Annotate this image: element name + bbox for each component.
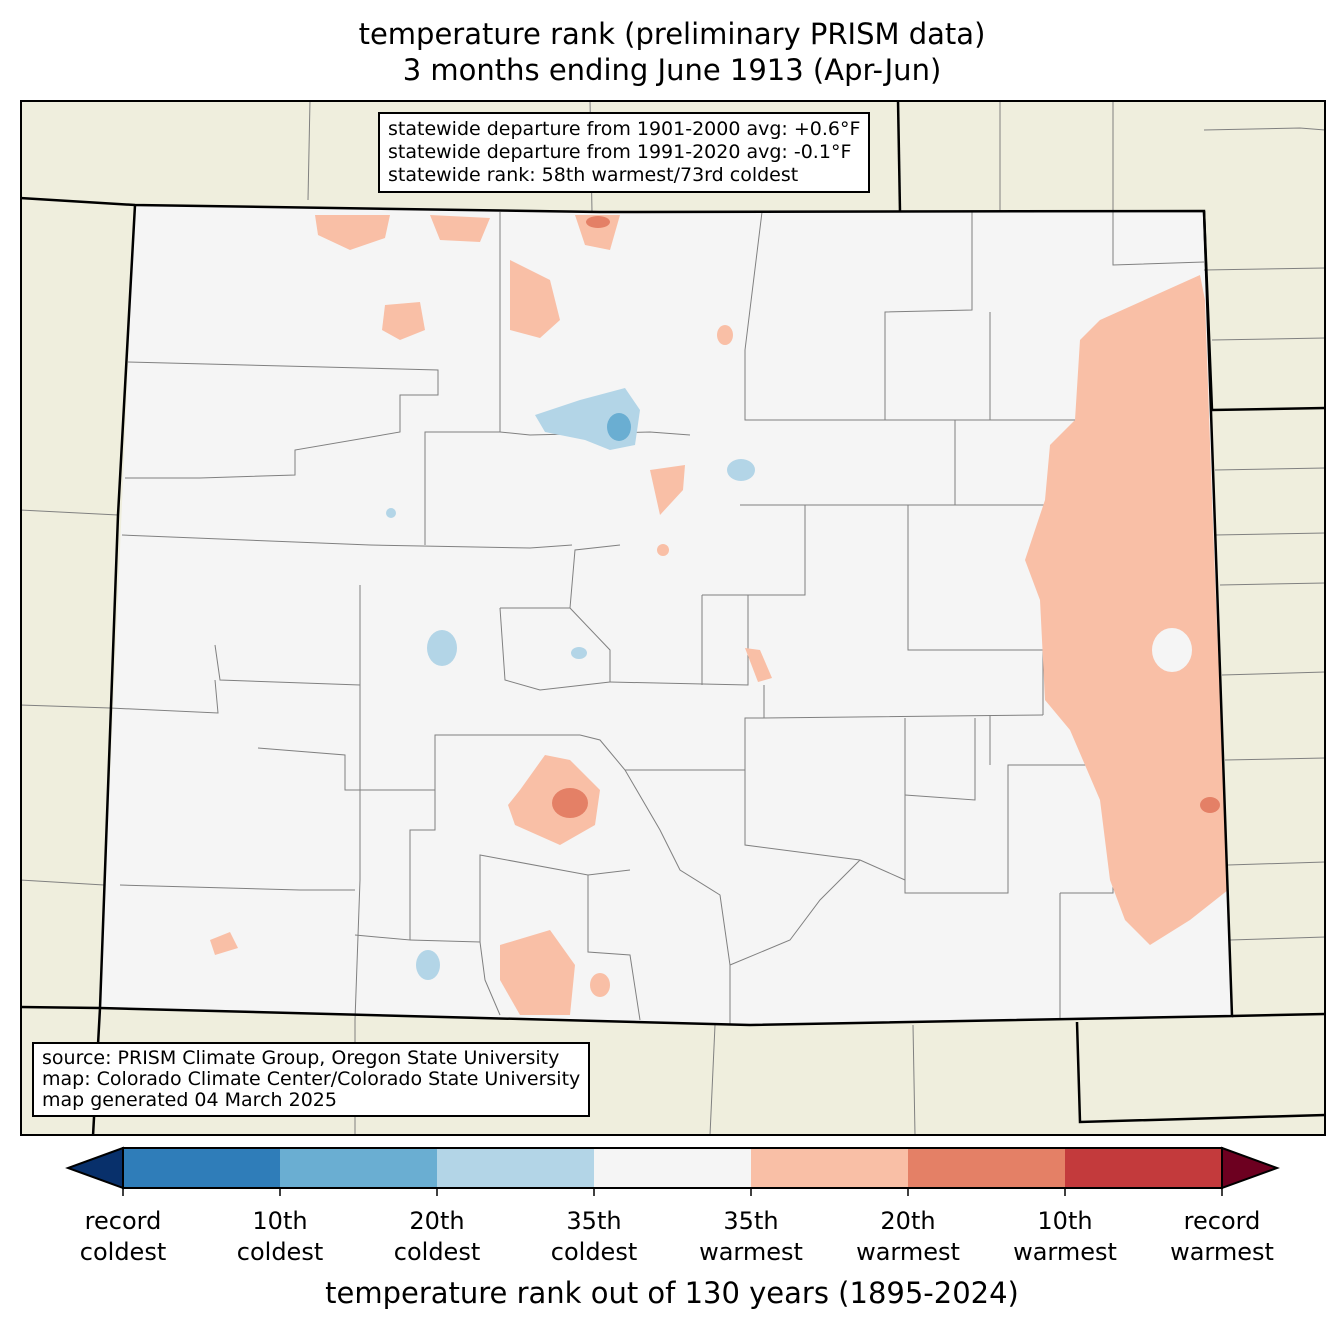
- departure-1901-2000: statewide departure from 1901-2000 avg: …: [388, 118, 861, 140]
- colorbar-extend-warm: [1221, 1146, 1280, 1190]
- colorbar-tick-label: record warmest: [1122, 1206, 1322, 1268]
- colorbar-segment-warmest-10: [1065, 1148, 1222, 1188]
- tick-line1: record: [1183, 1207, 1261, 1235]
- tick-line2: warmest: [856, 1238, 960, 1266]
- colorbar-tick-label: 20th coldest: [337, 1206, 537, 1268]
- colorbar-tick-label: 20th warmest: [808, 1206, 1008, 1268]
- tick-line2: coldest: [236, 1238, 324, 1266]
- departure-1991-2020: statewide departure from 1991-2020 avg: …: [388, 141, 852, 163]
- tick-line1: 20th: [409, 1207, 465, 1235]
- colorado-map: [20, 100, 1326, 1136]
- colorado-state: [100, 205, 1232, 1025]
- colorbar-segment-warmest-20: [908, 1148, 1065, 1188]
- statewide-rank: statewide rank: 58th warmest/73rd coldes…: [388, 164, 799, 186]
- warm-anomaly-regions: [210, 215, 1228, 1015]
- source-line: source: PRISM Climate Group, Oregon Stat…: [42, 1047, 560, 1069]
- source-box: source: PRISM Climate Group, Oregon Stat…: [32, 1042, 591, 1117]
- colorbar-segment-near-normal: [594, 1148, 751, 1188]
- tick-line1: 10th: [1037, 1207, 1093, 1235]
- tick-line2: coldest: [550, 1238, 638, 1266]
- colorbar-segment-coldest-35: [437, 1148, 594, 1188]
- warmer-anomaly-regions: [552, 216, 1220, 818]
- colorbar-title: temperature rank out of 130 years (1895-…: [325, 1276, 1019, 1310]
- generated-date-line: map generated 04 March 2025: [42, 1089, 337, 1111]
- tick-line2: warmest: [1170, 1238, 1274, 1266]
- colorbar-tick-label: 10th coldest: [180, 1206, 380, 1268]
- statewide-stats-box: statewide departure from 1901-2000 avg: …: [378, 112, 871, 193]
- tick-line1: 35th: [566, 1207, 622, 1235]
- colorbar-tick-label: 10th warmest: [965, 1206, 1165, 1268]
- colorbar: [65, 1146, 1280, 1196]
- tick-line1: 20th: [880, 1207, 936, 1235]
- tick-line2: warmest: [699, 1238, 803, 1266]
- map-frame: [20, 100, 1326, 1136]
- cooler-anomaly-region: [607, 413, 631, 441]
- tick-line1: record: [84, 1207, 162, 1235]
- map-title: temperature rank (preliminary PRISM data…: [358, 17, 986, 51]
- colorbar-extend-cold: [65, 1146, 124, 1190]
- tick-line2: coldest: [393, 1238, 481, 1266]
- tick-line1: 35th: [723, 1207, 779, 1235]
- map-credit-line: map: Colorado Climate Center/Colorado St…: [42, 1068, 581, 1090]
- colorbar-segment-warmest-35: [751, 1148, 908, 1188]
- colorbar-segment-coldest-20: [280, 1148, 437, 1188]
- normal-hole: [1152, 628, 1192, 672]
- colorbar-tick-label: record coldest: [23, 1206, 223, 1268]
- tick-line2: warmest: [1013, 1238, 1117, 1266]
- colorbar-tick-label: 35th coldest: [494, 1206, 694, 1268]
- tick-line2: coldest: [79, 1238, 167, 1266]
- map-subtitle: 3 months ending June 1913 (Apr-Jun): [402, 53, 942, 87]
- tick-line1: 10th: [252, 1207, 308, 1235]
- colorbar-tick-label: 35th warmest: [651, 1206, 851, 1268]
- colorbar-outline: [122, 1147, 1223, 1189]
- colorbar-segment-coldest-10: [123, 1148, 280, 1188]
